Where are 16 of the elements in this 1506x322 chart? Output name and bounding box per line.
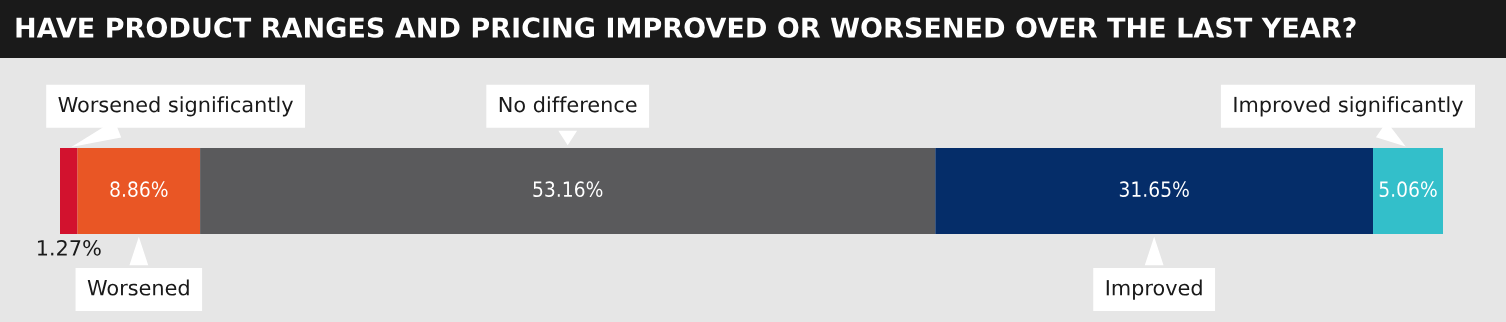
series-label: No difference [499, 96, 637, 113]
bar [935, 148, 1374, 234]
series-label: Worsened significantly [58, 96, 293, 117]
data-label: 53.16% [533, 181, 603, 198]
chart-title: HAVE PRODUCT RANGES AND PRICING IMPROVED OR WORSENED OVER THE LAST YEAR? [16, 17, 1356, 38]
series-label: Improved significantly [1234, 96, 1463, 117]
data-label: 1.27% [37, 239, 101, 256]
bar [200, 148, 936, 234]
bar [60, 148, 78, 234]
bar [1373, 148, 1443, 234]
data-label: 5.06% [1379, 181, 1437, 198]
data-label: 31.65% [1119, 181, 1189, 198]
bar [77, 148, 201, 234]
text: Improved [1106, 279, 1202, 300]
text: Worsened [87, 279, 189, 296]
data-label: 8.86% [110, 181, 168, 198]
